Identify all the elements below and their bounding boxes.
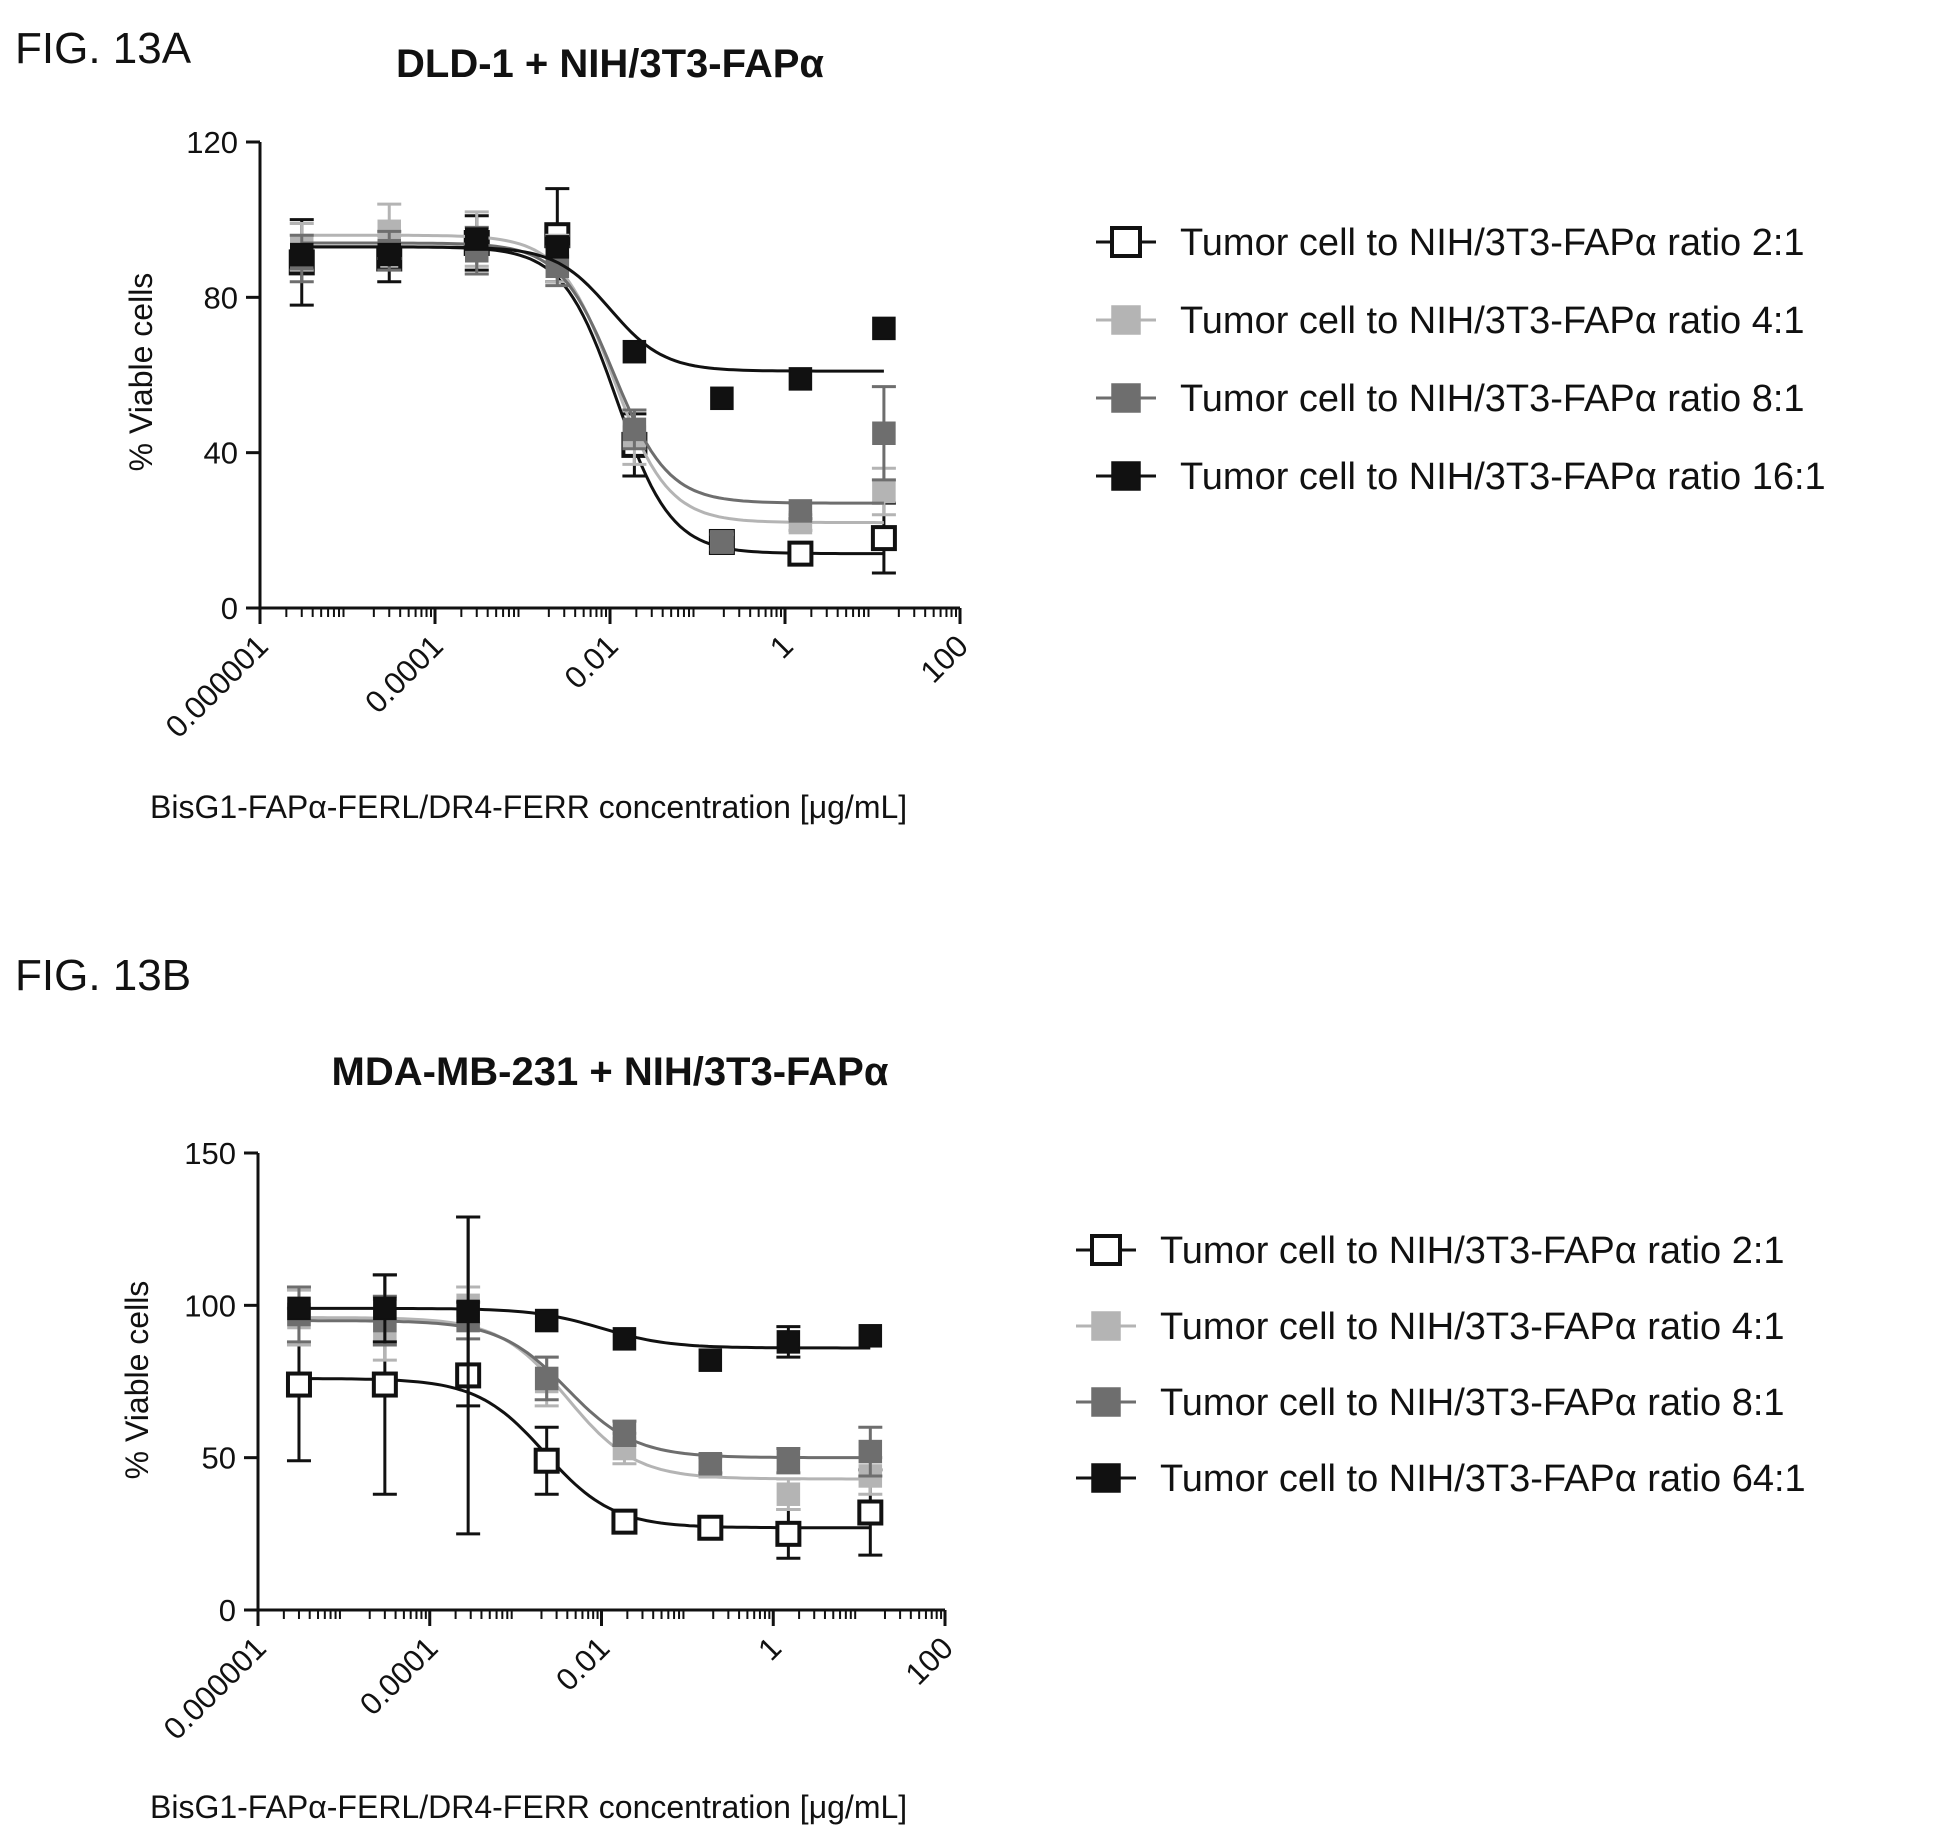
x-axis-label: BisG1-FAPα-FERL/DR4-FERR concentration [… [150, 789, 907, 825]
y-tick-label: 100 [184, 1288, 236, 1323]
data-point [870, 525, 897, 552]
y-tick-label: 0 [221, 591, 238, 626]
data-point [622, 339, 647, 364]
y-axis-label: % Viable cells [119, 1281, 155, 1480]
figure-label: FIG. 13B [15, 951, 191, 1000]
legend-label: Tumor cell to NIH/3T3-FAPα ratio 8:1 [1160, 1382, 1785, 1424]
data-point [857, 1499, 884, 1526]
data-point [872, 316, 896, 341]
figure-label: FIG. 13A [15, 24, 192, 73]
legend-label: Tumor cell to NIH/3T3-FAPα ratio 4:1 [1180, 300, 1805, 342]
series-4 [287, 1215, 883, 1408]
data-point [287, 1296, 311, 1321]
y-tick-label: 150 [184, 1136, 236, 1171]
data-point [788, 367, 813, 391]
panel-13b: FIG. 13B MDA-MB-231 + NIH/3T3-FAPα 05010… [15, 951, 1806, 1825]
y-axis-label: % Viable cells [123, 273, 159, 472]
data-point [776, 1482, 801, 1506]
x-tick-label: 100 [899, 1630, 960, 1691]
y-tick-label: 80 [204, 280, 238, 315]
legend-entry: Tumor cell to NIH/3T3-FAPα ratio 4:1 [1076, 1306, 1785, 1348]
y-tick-label: 0 [219, 1593, 236, 1628]
data-point [710, 530, 734, 554]
legend-entry: Tumor cell to NIH/3T3-FAPα ratio 64:1 [1076, 1458, 1806, 1500]
x-tick-label: 0.01 [558, 628, 625, 695]
legend-entry: Tumor cell to NIH/3T3-FAPα ratio 8:1 [1076, 1382, 1785, 1424]
legend-marker [1091, 1463, 1121, 1493]
data-point [858, 1439, 883, 1464]
x-tick-label: 100 [914, 628, 975, 689]
data-point [534, 1308, 559, 1333]
legend-entry: Tumor cell to NIH/3T3-FAPα ratio 2:1 [1076, 1230, 1785, 1272]
data-point [858, 1324, 883, 1348]
data-point [872, 421, 896, 445]
x-tick-label: 0.0001 [353, 1630, 445, 1722]
legend: Tumor cell to NIH/3T3-FAPα ratio 2:1 Tumo… [1076, 1230, 1806, 1500]
legend-label: Tumor cell to NIH/3T3-FAPα ratio 2:1 [1160, 1230, 1785, 1272]
data-point [612, 1421, 637, 1446]
y-tick-label: 120 [186, 125, 238, 160]
data-point [289, 242, 314, 267]
data-point [456, 1299, 480, 1324]
data-point [534, 1366, 559, 1391]
data-point [373, 1296, 397, 1321]
legend-marker [1111, 305, 1141, 335]
data-point [371, 1371, 398, 1398]
data-point [533, 1447, 560, 1474]
legend-marker [1111, 383, 1141, 413]
legend-entry: Tumor cell to NIH/3T3-FAPα ratio 4:1 [1096, 300, 1805, 342]
data-point [697, 1514, 724, 1541]
y-tick-label: 40 [204, 436, 238, 471]
data-point [612, 1327, 637, 1351]
data-point [776, 1448, 801, 1473]
legend-entry: Tumor cell to NIH/3T3-FAPα ratio 8:1 [1096, 378, 1805, 420]
legend-label: Tumor cell to NIH/3T3-FAPα ratio 2:1 [1180, 222, 1805, 264]
data-point [611, 1508, 638, 1535]
data-point [787, 540, 814, 567]
data-point [464, 227, 489, 251]
legend-marker [1090, 1234, 1122, 1266]
legend-marker [1091, 1311, 1121, 1341]
data-point [622, 417, 647, 442]
legend-label: Tumor cell to NIH/3T3-FAPα ratio 64:1 [1160, 1458, 1806, 1500]
x-tick-label: 0.000001 [157, 1630, 273, 1746]
data-point [698, 1348, 723, 1372]
data-point [698, 1452, 723, 1476]
x-axis-label: BisG1-FAPα-FERL/DR4-FERR concentration [… [150, 1789, 907, 1825]
legend-entry: Tumor cell to NIH/3T3-FAPα ratio 16:1 [1096, 456, 1826, 498]
data-point [285, 1371, 312, 1398]
series-1 [285, 1215, 884, 1560]
legend-marker [1111, 461, 1141, 491]
legend-entry: Tumor cell to NIH/3T3-FAPα ratio 2:1 [1096, 222, 1805, 264]
data-point [377, 242, 401, 267]
x-tick-label: 1 [763, 628, 800, 665]
panel-13a: FIG. 13A DLD-1 + NIH/3T3-FAPα 0 40 80 120 0.… [15, 24, 1826, 825]
legend: Tumor cell to NIH/3T3-FAPα ratio 2:1 Tumo… [1096, 222, 1826, 498]
y-tick-label: 50 [202, 1441, 236, 1476]
chart-title: MDA-MB-231 + NIH/3T3-FAPα [332, 1050, 889, 1094]
plot-area: 0 40 80 120 0.000001 0.0001 0.01 1 100 [159, 125, 975, 744]
data-point [775, 1520, 802, 1547]
legend-label: Tumor cell to NIH/3T3-FAPα ratio 16:1 [1180, 456, 1826, 498]
legend-marker [1091, 1387, 1121, 1417]
chart-title: DLD-1 + NIH/3T3-FAPα [396, 42, 824, 86]
series-4 [289, 227, 896, 411]
plot-area: 0 50 100 150 0.000001 0.0001 0.01 1 100 [157, 1136, 960, 1746]
x-tick-label: 0.000001 [159, 628, 275, 744]
legend-marker [1110, 226, 1142, 258]
data-point [776, 1330, 801, 1354]
data-point [545, 235, 570, 259]
data-point [872, 479, 896, 504]
x-tick-label: 0.0001 [358, 628, 450, 720]
legend-label: Tumor cell to NIH/3T3-FAPα ratio 4:1 [1160, 1306, 1785, 1348]
legend-label: Tumor cell to NIH/3T3-FAPα ratio 8:1 [1180, 378, 1805, 420]
x-tick-label: 1 [751, 1630, 788, 1667]
x-tick-label: 0.01 [549, 1630, 616, 1697]
data-point [710, 386, 734, 411]
data-point [788, 499, 813, 523]
